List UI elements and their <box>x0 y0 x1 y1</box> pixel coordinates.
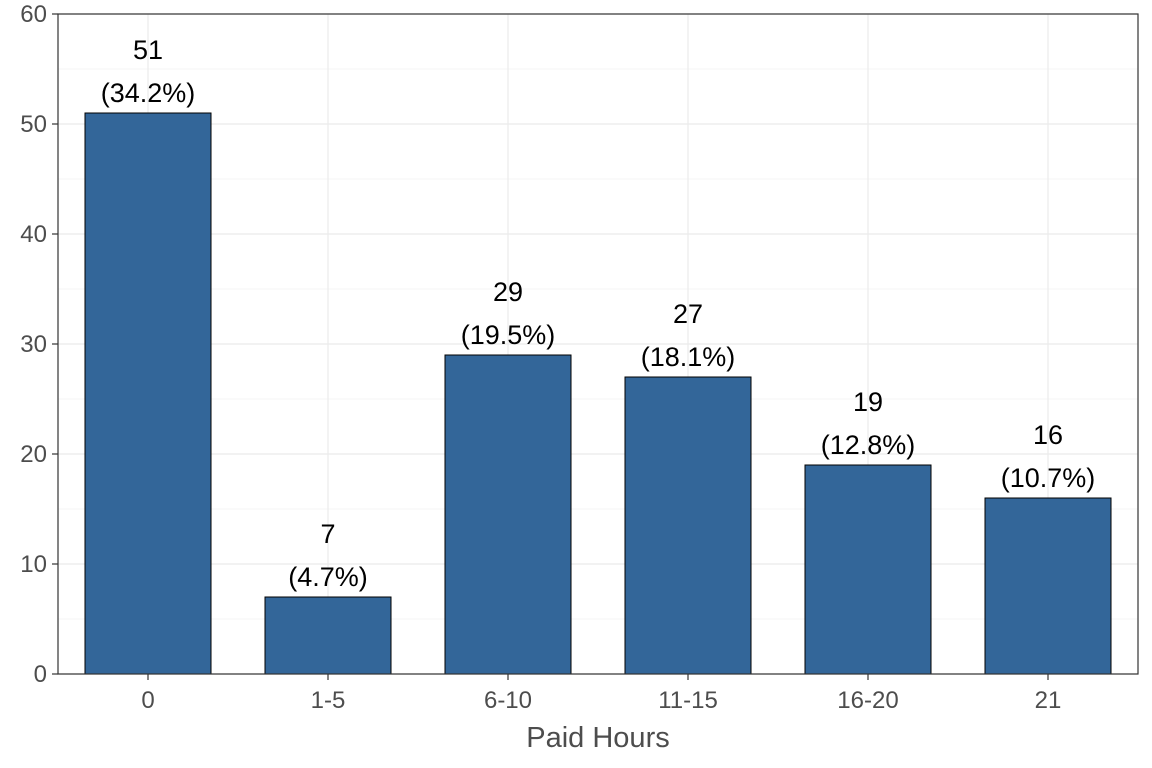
data-label-percent: (34.2%) <box>101 78 196 108</box>
data-label-percent: (19.5%) <box>461 320 556 350</box>
bar-0 <box>84 112 212 675</box>
data-label-count: 7 <box>320 519 335 549</box>
y-tick-label: 20 <box>20 441 47 468</box>
bar-6-10 <box>444 354 572 675</box>
data-label-percent: (12.8%) <box>821 430 916 460</box>
bar-1-5 <box>264 596 392 675</box>
data-label-count: 19 <box>853 387 883 417</box>
x-tick-label: 21 <box>1035 687 1062 714</box>
y-axis: 0 10 20 30 40 50 60 <box>20 1 58 688</box>
data-label-percent: (18.1%) <box>641 342 736 372</box>
bars <box>84 112 1112 675</box>
x-tick-label: 0 <box>141 687 154 714</box>
data-labels: 51 (34.2%) 7 (4.7%) 29 (19.5%) 27 (18.1%) 19 (12.… <box>101 35 1096 592</box>
data-label-count: 29 <box>493 277 523 307</box>
bar-11-15 <box>624 376 752 675</box>
bar-16-20 <box>804 464 932 675</box>
x-tick-label: 16-20 <box>837 687 898 714</box>
y-tick-label: 10 <box>20 551 47 578</box>
data-label-percent: (4.7%) <box>288 562 368 592</box>
y-tick-label: 60 <box>20 1 47 28</box>
x-axis: 0 1-5 6-10 11-15 16-20 21 <box>141 674 1061 714</box>
x-tick-label: 6-10 <box>484 687 532 714</box>
data-label-count: 27 <box>673 299 703 329</box>
bar-21 <box>984 497 1112 675</box>
data-label-count: 51 <box>133 35 163 65</box>
x-axis-title: Paid Hours <box>526 722 669 754</box>
x-tick-label: 11-15 <box>658 687 718 714</box>
grid <box>58 13 1138 675</box>
y-tick-label: 40 <box>20 221 47 248</box>
x-tick-label: 1-5 <box>311 687 346 714</box>
y-tick-label: 30 <box>20 331 47 358</box>
y-tick-label: 50 <box>20 111 47 138</box>
data-label-count: 16 <box>1033 420 1063 450</box>
y-tick-label: 0 <box>34 661 47 688</box>
data-label-percent: (10.7%) <box>1001 463 1096 493</box>
